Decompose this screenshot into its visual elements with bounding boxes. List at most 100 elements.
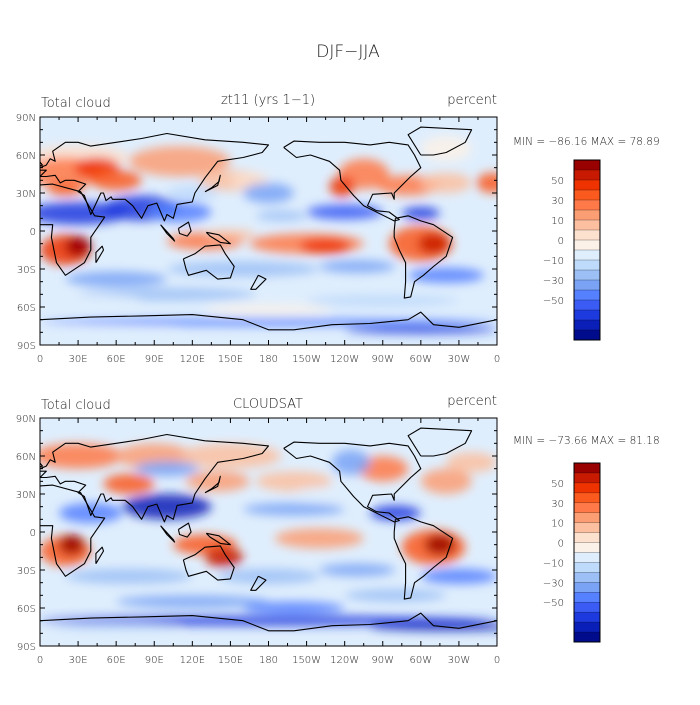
colorbar-swatch <box>574 512 600 524</box>
colorbar-swatch <box>574 572 600 583</box>
coastline <box>205 532 231 546</box>
panel-1-colorbar: 50 30 10 0 −10 −30 −50 <box>543 159 601 341</box>
y-tick-label: 60S <box>17 303 36 314</box>
contour-region <box>116 595 269 609</box>
panel-1-field <box>40 134 497 337</box>
colorbar-swatch <box>574 170 600 181</box>
colorbar-label: 0 <box>558 539 564 550</box>
colorbar-swatch <box>574 552 600 563</box>
colorbar-swatch <box>574 463 600 474</box>
coastline <box>177 221 192 237</box>
contour-region <box>420 468 472 495</box>
colorbar-swatch <box>574 592 600 603</box>
coastline <box>160 224 176 242</box>
colorbar-label: 50 <box>551 176 564 187</box>
x-tick-label: 120E <box>180 655 205 666</box>
contour-region <box>243 182 294 204</box>
colorbar-swatch <box>574 290 600 301</box>
colorbar-label: 30 <box>551 499 564 510</box>
panel-1-x-axis: 0 30E 60E 90E 120E 150E 180 150W 120W 90W 60W 30W 0 <box>37 117 500 365</box>
coastline <box>182 545 235 581</box>
coastline <box>40 183 106 276</box>
coastline <box>205 231 231 245</box>
colorbar-swatch <box>574 250 600 261</box>
coastline <box>160 525 176 543</box>
colorbar-label: −10 <box>543 558 564 569</box>
x-tick-label: 90E <box>145 655 164 666</box>
contour-region <box>90 170 142 191</box>
colorbar-swatch <box>574 472 600 484</box>
contour-region <box>274 528 364 549</box>
y-tick-label: 30N <box>16 490 36 501</box>
x-tick-label: 120W <box>330 354 359 365</box>
coastline <box>283 441 422 523</box>
contour-region <box>344 589 447 602</box>
contour-region <box>408 267 485 283</box>
colorbar-swatch <box>574 230 600 241</box>
colorbar-label: 30 <box>551 196 564 207</box>
colorbar-swatch <box>574 622 600 633</box>
colorbar-swatch <box>574 632 600 643</box>
contour-region <box>103 473 155 494</box>
x-tick-label: 30W <box>448 655 471 666</box>
y-tick-label: 60N <box>16 452 36 463</box>
x-tick-label: 30W <box>448 354 471 365</box>
x-tick-label: 0 <box>37 655 43 666</box>
colorbar-label: 0 <box>558 236 564 247</box>
coastline <box>407 427 473 457</box>
panel-1-right-label: percent <box>447 93 497 108</box>
contour-region <box>370 623 497 631</box>
contour-region <box>65 236 91 257</box>
contour-region <box>420 136 472 162</box>
y-tick-label: 90S <box>17 642 36 653</box>
colorbar-swatch <box>574 582 600 593</box>
contour-region <box>147 201 212 223</box>
contour-region <box>420 172 472 193</box>
x-tick-label: 0 <box>494 655 500 666</box>
coastline <box>393 516 454 600</box>
x-tick-label: 180 <box>259 655 278 666</box>
contour-region <box>135 461 199 477</box>
coastline <box>95 245 105 263</box>
coastline <box>40 612 497 632</box>
colorbar-swatch <box>574 270 600 281</box>
colorbar-swatch <box>574 280 600 291</box>
panel-2-colorbar: 50 30 10 0 −10 −30 −50 <box>543 462 601 643</box>
x-tick-label: 60W <box>410 354 433 365</box>
colorbar-swatch <box>574 602 600 613</box>
coastline <box>250 575 267 591</box>
colorbar-swatch <box>574 522 600 534</box>
panel-2: Total cloud CLOUDSAT percent 0 30E 60E 90E 1… <box>16 394 660 666</box>
colorbar-label: 50 <box>551 479 564 490</box>
contour-region <box>243 134 345 150</box>
panel-2-right-label: percent <box>447 394 497 409</box>
colorbar-swatch <box>574 200 600 211</box>
contour-region <box>40 318 497 327</box>
panel-2-center-label: CLOUDSAT <box>233 397 303 412</box>
contour-region <box>424 534 456 555</box>
panel-1-map <box>40 117 497 345</box>
x-tick-label: 60W <box>410 655 433 666</box>
panel-2-y-axis: 90N 60N 30N 0 30S 60S 90S <box>16 414 497 653</box>
contour-region <box>255 210 307 221</box>
panel-2-stats: MIN = −73.66 MAX = 81.18 <box>513 435 660 447</box>
x-tick-label: 120E <box>180 354 205 365</box>
colorbar-label: 10 <box>551 216 564 227</box>
x-tick-label: 180 <box>259 354 278 365</box>
contour-region <box>476 172 497 193</box>
coastline <box>204 174 221 193</box>
x-tick-label: 90W <box>371 655 394 666</box>
x-tick-label: 150E <box>218 354 243 365</box>
coastline <box>40 311 497 331</box>
y-tick-label: 0 <box>30 528 36 539</box>
x-tick-label: 150W <box>292 655 321 666</box>
contour-region <box>65 271 167 287</box>
colorbar-swatch <box>574 220 600 231</box>
contour-region <box>47 182 84 196</box>
colorbar-swatch <box>574 210 600 221</box>
contour-region <box>52 623 180 631</box>
coastline <box>283 140 422 222</box>
contour-region <box>166 185 218 201</box>
contour-region <box>319 260 396 273</box>
